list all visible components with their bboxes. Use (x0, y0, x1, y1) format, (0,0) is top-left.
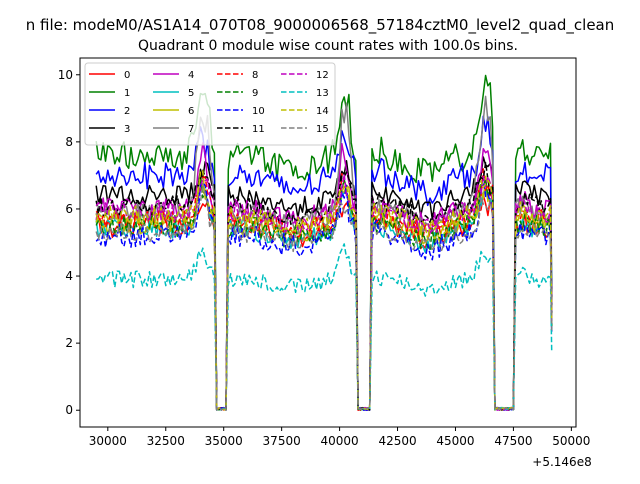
figure-suptitle: n file: modeM0/AS1A14_070T08_9000006568_… (26, 16, 615, 35)
y-tick-label: 10 (58, 68, 73, 82)
legend-label-9: 9 (252, 88, 258, 99)
x-tick-label: 35000 (205, 434, 243, 448)
legend-label-2: 2 (124, 106, 130, 117)
series-layer (95, 74, 553, 411)
series-line-8 (95, 168, 553, 411)
series-line-14 (95, 169, 553, 411)
legend-label-5: 5 (188, 88, 194, 99)
legend-label-12: 12 (316, 70, 329, 81)
y-tick-label: 8 (65, 135, 73, 149)
series-line-1 (95, 74, 553, 411)
series-line-11 (95, 161, 553, 411)
legend-label-1: 1 (124, 88, 130, 99)
series-line-15 (95, 182, 553, 411)
x-tick-label: 37500 (263, 434, 301, 448)
legend-label-4: 4 (188, 70, 194, 81)
legend-label-3: 3 (124, 124, 130, 135)
legend-label-6: 6 (188, 106, 194, 117)
chart-title: Quadrant 0 module wise count rates with … (138, 38, 518, 54)
y-axis: 0 2 4 6 8 10 (58, 68, 80, 417)
x-tick-label: 40000 (320, 434, 358, 448)
y-tick-label: 6 (65, 202, 73, 216)
y-tick-label: 4 (65, 269, 73, 283)
legend-label-0: 0 (124, 70, 130, 81)
x-tick-label: 30000 (89, 434, 127, 448)
x-tick-label: 32500 (147, 434, 185, 448)
legend-label-7: 7 (188, 124, 194, 135)
legend-label-10: 10 (252, 106, 265, 117)
y-tick-label: 2 (65, 336, 73, 350)
x-axis: 30000 32500 35000 37500 40000 42500 45000 47500… (89, 427, 590, 448)
series-line-7 (95, 95, 553, 411)
legend-label-8: 8 (252, 70, 258, 81)
legend-label-13: 13 (316, 88, 329, 99)
x-tick-label: 50000 (552, 434, 590, 448)
legend-label-14: 14 (316, 106, 329, 117)
legend-label-11: 11 (252, 124, 265, 135)
x-tick-label: 45000 (436, 434, 474, 448)
series-line-2 (95, 115, 553, 411)
x-axis-offset-label: +5.146e8 (532, 455, 591, 469)
x-tick-label: 47500 (494, 434, 532, 448)
legend-frame (84, 62, 336, 146)
series-line-13 (96, 243, 553, 411)
y-tick-label: 0 (65, 403, 73, 417)
legend-label-15: 15 (316, 124, 329, 135)
series-line-9 (95, 177, 553, 411)
series-line-12 (95, 173, 553, 411)
x-tick-label: 42500 (378, 434, 416, 448)
plot-area-frame (79, 57, 577, 428)
